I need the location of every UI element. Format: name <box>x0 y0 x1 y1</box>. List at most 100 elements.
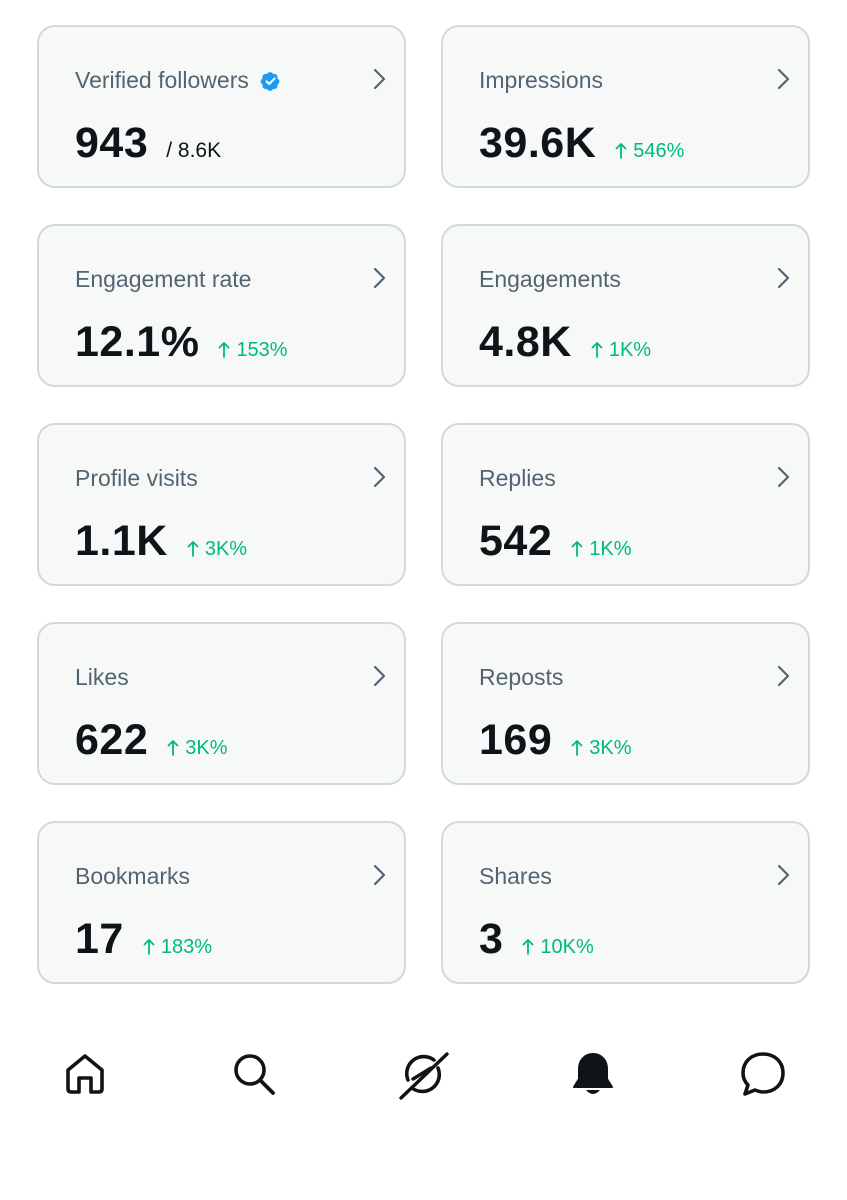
card-title: Impressions <box>479 67 603 94</box>
arrow-up-icon <box>615 143 627 159</box>
chevron-right-icon <box>777 466 790 488</box>
reposts-card[interactable]: Reposts 169 3K% <box>441 622 810 785</box>
chevron-right-icon <box>373 466 386 488</box>
metric-value: 39.6K <box>479 119 597 167</box>
engagement-rate-card[interactable]: Engagement rate 12.1% 153% <box>37 224 406 387</box>
card-title-label: Verified followers <box>75 67 249 93</box>
metric-delta: 1K% <box>591 339 651 362</box>
metric-value: 3 <box>479 915 504 963</box>
metric-delta-value: 3K% <box>589 737 632 759</box>
metric-value-row: 17 183% <box>75 915 212 964</box>
card-title-label: Likes <box>75 664 129 690</box>
card-title: Verified followers <box>75 67 283 94</box>
profile-visits-card[interactable]: Profile visits 1.1K 3K% <box>37 423 406 586</box>
likes-card[interactable]: Likes 622 3K% <box>37 622 406 785</box>
metric-delta: 1K% <box>571 538 632 561</box>
arrow-up-icon <box>187 541 199 557</box>
card-title: Reposts <box>479 664 563 691</box>
chevron-right-icon <box>777 665 790 687</box>
metric-value: 4.8K <box>479 318 572 366</box>
card-title-label: Impressions <box>479 67 603 93</box>
metric-value-row: 622 3K% <box>75 716 228 765</box>
nav-home-button[interactable] <box>55 1038 115 1110</box>
card-title: Engagements <box>479 266 621 293</box>
card-title-label: Bookmarks <box>75 863 191 889</box>
metric-value-row: 1.1K 3K% <box>75 517 247 566</box>
card-title-label: Replies <box>479 465 556 491</box>
metric-delta-value: 183% <box>160 936 212 958</box>
chevron-right-icon <box>373 267 386 289</box>
metric-delta-value: 1K% <box>589 538 632 560</box>
metric-delta: 10K% <box>522 936 594 959</box>
card-title-label: Engagement rate <box>75 266 252 292</box>
card-title: Bookmarks <box>75 863 190 890</box>
metrics-grid: Verified followers 943 / 8.6K Impression… <box>37 25 810 984</box>
bookmarks-card[interactable]: Bookmarks 17 183% <box>37 821 406 984</box>
arrow-up-icon <box>167 740 179 756</box>
metric-delta-value: 10K% <box>540 936 594 958</box>
metric-value-row: 943 / 8.6K <box>75 119 221 168</box>
card-title: Replies <box>479 465 556 492</box>
card-title-label: Reposts <box>479 664 564 690</box>
chevron-right-icon <box>373 665 386 687</box>
nav-search-button[interactable] <box>224 1038 284 1110</box>
metric-value-row: 542 1K% <box>479 517 632 566</box>
metric-delta-value: 153% <box>236 339 288 361</box>
card-title-label: Profile visits <box>75 465 198 491</box>
chevron-right-icon <box>777 864 790 886</box>
metric-delta-value: 3K% <box>204 538 248 560</box>
bottom-navigation <box>0 1038 847 1110</box>
metric-value-row: 3 10K% <box>479 915 594 964</box>
chevron-right-icon <box>777 267 790 289</box>
metric-value: 17 <box>75 915 124 963</box>
verified-followers-card[interactable]: Verified followers 943 / 8.6K <box>37 25 406 188</box>
card-title: Likes <box>75 664 129 691</box>
search-icon <box>234 1054 275 1095</box>
metric-value: 622 <box>75 716 149 764</box>
nav-grok-button[interactable] <box>393 1038 453 1110</box>
arrow-up-icon <box>571 740 583 756</box>
metric-value-row: 39.6K 546% <box>479 119 684 168</box>
engagements-card[interactable]: Engagements 4.8K 1K% <box>441 224 810 387</box>
metric-delta-value: 546% <box>633 140 685 162</box>
metric-value: 943 <box>75 119 149 167</box>
card-title-label: Engagements <box>479 266 621 292</box>
chevron-right-icon <box>373 864 386 886</box>
arrow-up-icon <box>523 939 534 955</box>
nav-notifications-button[interactable] <box>563 1038 623 1110</box>
card-title-label: Shares <box>479 863 552 889</box>
metric-value: 12.1% <box>75 318 200 366</box>
metric-delta-value: 1K% <box>608 339 652 361</box>
impressions-card[interactable]: Impressions 39.6K 546% <box>441 25 810 188</box>
card-title: Shares <box>479 863 552 890</box>
arrow-up-icon <box>571 541 583 557</box>
arrow-up-icon <box>219 342 230 358</box>
replies-card[interactable]: Replies 542 1K% <box>441 423 810 586</box>
chevron-right-icon <box>373 68 386 90</box>
metric-delta-value: 3K% <box>185 737 228 759</box>
metric-value: 1.1K <box>75 517 168 565</box>
verified-badge-icon <box>260 71 280 91</box>
shares-card[interactable]: Shares 3 10K% <box>441 821 810 984</box>
metric-delta: 3K% <box>187 538 247 561</box>
nav-messages-button[interactable] <box>733 1038 793 1110</box>
metric-value-row: 4.8K 1K% <box>479 318 651 367</box>
metric-value-row: 169 3K% <box>479 716 632 765</box>
metric-delta: 546% <box>615 140 684 163</box>
grok-icon <box>399 1052 449 1100</box>
metric-value-row: 12.1% 153% <box>75 318 288 367</box>
home-icon <box>66 1054 104 1094</box>
metric-delta: 3K% <box>167 737 228 760</box>
metric-value: 542 <box>479 517 553 565</box>
arrow-up-icon <box>143 939 155 955</box>
metric-value: 169 <box>479 716 553 764</box>
card-title: Engagement rate <box>75 266 251 293</box>
metric-delta: 153% <box>218 339 288 362</box>
metric-delta: 3K% <box>571 737 632 760</box>
metric-delta: 183% <box>143 936 212 959</box>
arrow-up-icon <box>591 342 603 358</box>
notifications-bell-icon <box>573 1053 613 1094</box>
metric-total: / 8.6K <box>166 139 222 162</box>
chevron-right-icon <box>777 68 790 90</box>
messages-icon <box>741 1052 785 1096</box>
